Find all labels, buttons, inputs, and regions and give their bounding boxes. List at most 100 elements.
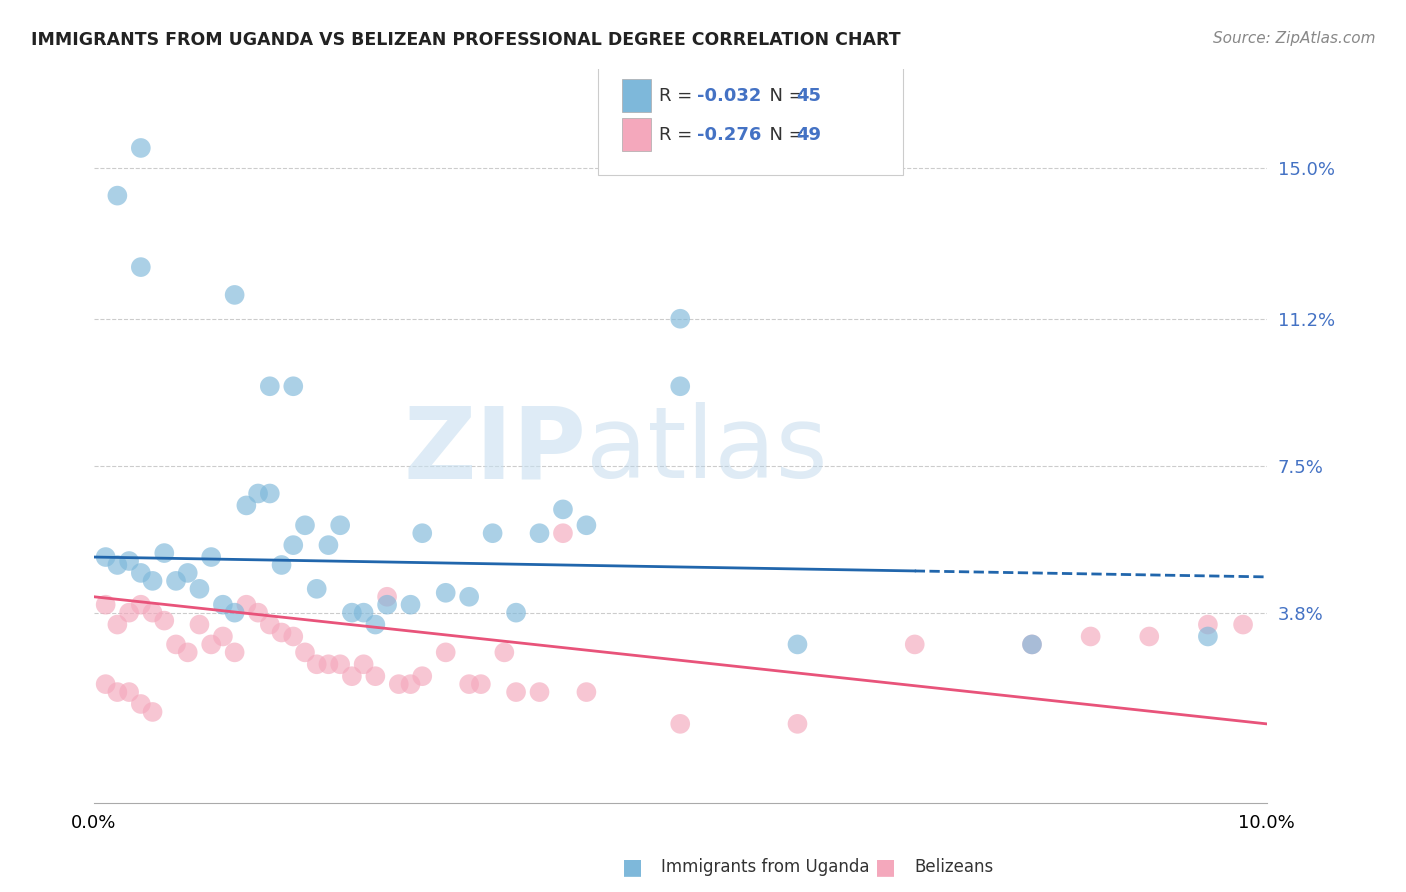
Point [118, 606, 141, 620]
Point [399, 598, 422, 612]
Point [388, 677, 411, 691]
Point [247, 486, 270, 500]
Point [142, 606, 165, 620]
Text: 45: 45 [796, 87, 821, 104]
FancyBboxPatch shape [621, 79, 651, 112]
Point [294, 518, 316, 533]
FancyBboxPatch shape [598, 65, 903, 175]
Point [129, 566, 152, 580]
Text: ZIP: ZIP [404, 402, 586, 500]
Point [434, 586, 457, 600]
Point [283, 379, 305, 393]
Point [551, 526, 574, 541]
Point [470, 677, 492, 691]
Point [165, 637, 187, 651]
Point [551, 502, 574, 516]
Point [364, 669, 387, 683]
Point [1080, 630, 1102, 644]
Point [305, 582, 328, 596]
Point [235, 499, 257, 513]
Point [118, 685, 141, 699]
Point [458, 677, 481, 691]
Point [94, 677, 117, 691]
Text: atlas: atlas [586, 402, 828, 500]
Point [353, 606, 375, 620]
Point [177, 566, 200, 580]
Point [529, 685, 551, 699]
Point [212, 598, 235, 612]
Point [129, 260, 152, 274]
Point [458, 590, 481, 604]
Point [786, 716, 808, 731]
Point [283, 630, 305, 644]
Point [494, 645, 516, 659]
Text: ■: ■ [623, 857, 643, 877]
Point [188, 617, 211, 632]
Point [375, 598, 398, 612]
Text: N =: N = [758, 126, 808, 144]
Text: -0.032: -0.032 [696, 87, 761, 104]
Text: 49: 49 [796, 126, 821, 144]
Text: N =: N = [758, 87, 808, 104]
Point [129, 141, 152, 155]
Point [165, 574, 187, 588]
Point [434, 645, 457, 659]
Point [1137, 630, 1160, 644]
Text: Source: ZipAtlas.com: Source: ZipAtlas.com [1212, 31, 1375, 46]
Point [340, 669, 363, 683]
Text: R =: R = [659, 126, 699, 144]
Point [188, 582, 211, 596]
Point [153, 614, 176, 628]
Point [142, 574, 165, 588]
Point [294, 645, 316, 659]
Point [329, 657, 352, 672]
Point [200, 549, 222, 564]
Point [153, 546, 176, 560]
Point [305, 657, 328, 672]
Point [669, 311, 692, 326]
Point [1021, 637, 1043, 651]
Point [353, 657, 375, 672]
Point [94, 549, 117, 564]
Point [529, 526, 551, 541]
Text: IMMIGRANTS FROM UGANDA VS BELIZEAN PROFESSIONAL DEGREE CORRELATION CHART: IMMIGRANTS FROM UGANDA VS BELIZEAN PROFE… [31, 31, 901, 49]
Point [177, 645, 200, 659]
Point [200, 637, 222, 651]
Point [105, 685, 128, 699]
Point [669, 716, 692, 731]
Point [481, 526, 503, 541]
Point [575, 518, 598, 533]
Point [105, 188, 128, 202]
Text: Belizeans: Belizeans [914, 858, 993, 876]
Point [259, 379, 281, 393]
Point [270, 625, 292, 640]
Point [375, 590, 398, 604]
Point [1021, 637, 1043, 651]
Point [411, 526, 433, 541]
Point [505, 685, 527, 699]
Text: Immigrants from Uganda: Immigrants from Uganda [661, 858, 869, 876]
Point [669, 379, 692, 393]
Point [575, 685, 598, 699]
Point [118, 554, 141, 568]
Point [259, 617, 281, 632]
Text: -0.276: -0.276 [696, 126, 761, 144]
Point [505, 606, 527, 620]
Point [318, 538, 340, 552]
Point [105, 617, 128, 632]
FancyBboxPatch shape [621, 118, 651, 151]
Point [247, 606, 270, 620]
Point [94, 598, 117, 612]
Point [411, 669, 433, 683]
Point [224, 288, 246, 302]
Point [129, 697, 152, 711]
Point [235, 598, 257, 612]
Point [329, 518, 352, 533]
Point [224, 645, 246, 659]
Point [224, 606, 246, 620]
Point [318, 657, 340, 672]
Point [259, 486, 281, 500]
Point [340, 606, 363, 620]
Point [786, 637, 808, 651]
Point [270, 558, 292, 572]
